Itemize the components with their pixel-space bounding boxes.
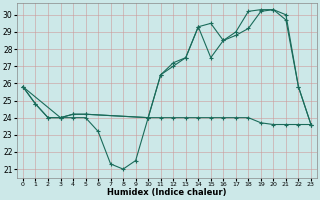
- X-axis label: Humidex (Indice chaleur): Humidex (Indice chaleur): [107, 188, 227, 197]
